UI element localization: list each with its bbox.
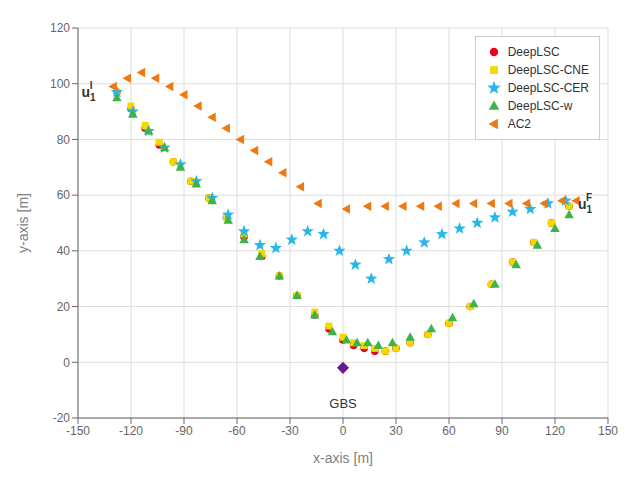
html-text:DeepLSC-CER: DeepLSC-CER	[507, 81, 589, 95]
html-text:DeepLSC: DeepLSC	[507, 45, 560, 59]
svg-text:80: 80	[57, 133, 71, 147]
svg-text:-20: -20	[53, 411, 71, 425]
svg-text:60: 60	[57, 188, 71, 202]
svg-text:x-axis [m]: x-axis [m]	[313, 450, 373, 466]
svg-text:0: 0	[63, 356, 70, 370]
svg-text:30: 30	[389, 424, 403, 438]
svg-text:20: 20	[57, 300, 71, 314]
svg-text:120: 120	[545, 424, 565, 438]
svg-text:100: 100	[50, 77, 70, 91]
html-text:DeepLSC-CNE: DeepLSC-CNE	[507, 63, 589, 77]
svg-text:0: 0	[340, 424, 347, 438]
svg-text:90: 90	[495, 424, 509, 438]
svg-text:60: 60	[442, 424, 456, 438]
svg-text:GBS: GBS	[329, 396, 357, 411]
svg-text:-60: -60	[228, 424, 246, 438]
svg-text:120: 120	[50, 21, 70, 35]
svg-text:-90: -90	[175, 424, 193, 438]
svg-text:-120: -120	[119, 424, 143, 438]
svg-text:40: 40	[57, 244, 71, 258]
svg-text:-30: -30	[281, 424, 299, 438]
svg-text:u1I: u1I	[82, 80, 97, 103]
html-text:AC2: AC2	[507, 117, 531, 131]
svg-text:y-axis [m]: y-axis [m]	[15, 193, 31, 253]
svg-text:-150: -150	[66, 424, 90, 438]
svg-text:150: 150	[598, 424, 618, 438]
html-text:DeepLSC-w: DeepLSC-w	[507, 99, 573, 113]
svg-text:u1F: u1F	[578, 191, 593, 214]
